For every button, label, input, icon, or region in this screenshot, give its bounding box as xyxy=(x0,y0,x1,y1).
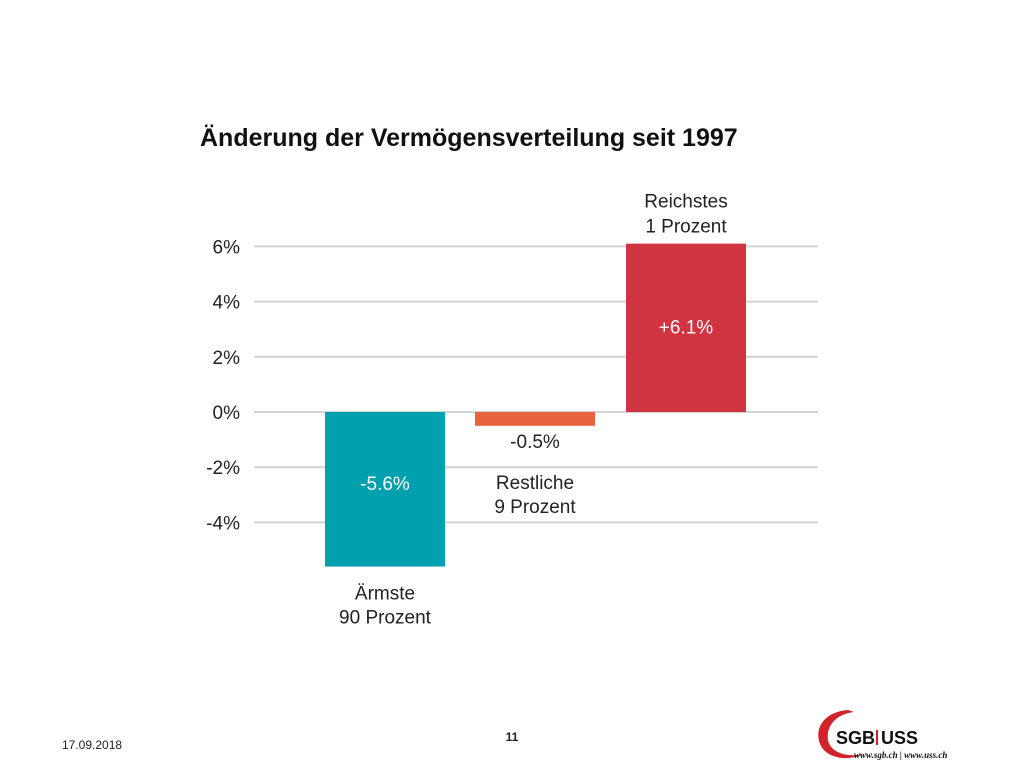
category-label: 1 Prozent xyxy=(645,217,727,238)
y-tick-label: 6% xyxy=(213,237,241,258)
sgb-uss-logo: SGB USS www.sgb.ch | www.uss.ch xyxy=(818,710,947,760)
logo-swoosh-icon xyxy=(818,710,864,759)
logo-divider xyxy=(876,730,878,745)
logo-sgb: SGB xyxy=(836,728,875,748)
category-label: Restliche xyxy=(496,473,574,494)
data-label: +6.1% xyxy=(659,318,714,339)
bar-layer xyxy=(325,243,746,567)
category-label: 9 Prozent xyxy=(494,497,576,518)
y-tick-label: 4% xyxy=(213,293,241,314)
slide-date: 17.09.2018 xyxy=(62,738,123,752)
page-number: 11 xyxy=(505,730,519,744)
bar xyxy=(626,243,746,412)
logo-urls: www.sgb.ch | www.uss.ch xyxy=(854,750,947,760)
bar xyxy=(325,412,445,567)
y-tick-label: 0% xyxy=(213,403,241,424)
chart-title: Änderung der Vermögensverteilung seit 19… xyxy=(200,124,738,152)
data-label: -0.5% xyxy=(510,432,560,453)
data-label: -5.6% xyxy=(360,474,410,495)
category-label: Ärmste xyxy=(355,584,415,605)
y-tick-label: -4% xyxy=(206,513,240,534)
logo-uss: USS xyxy=(881,728,918,748)
bar xyxy=(475,412,595,426)
y-tick-label: -2% xyxy=(206,458,240,479)
category-label: Reichstes xyxy=(644,192,727,213)
label-layer: -5.6% Ärmste 90 Prozent -0.5% Restliche 9 Pro… xyxy=(339,192,728,629)
category-label: 90 Prozent xyxy=(339,608,432,629)
y-tick-label: 2% xyxy=(213,348,241,369)
